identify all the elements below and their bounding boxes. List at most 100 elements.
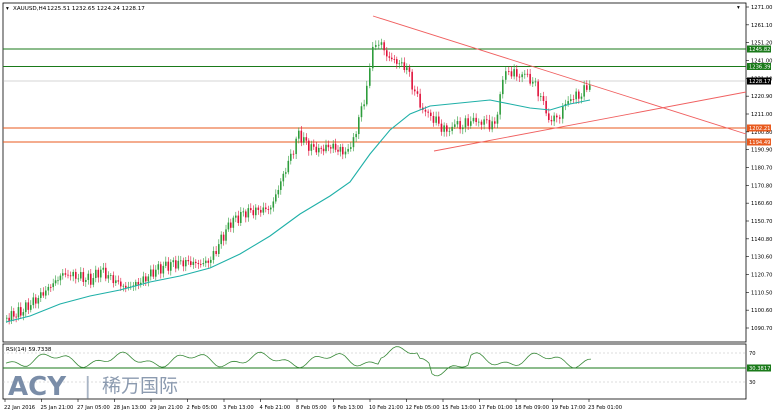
candle-body [235,215,237,218]
candle-body [550,119,553,122]
candle-body [572,99,575,100]
candle-body [451,126,453,131]
candle-body [20,307,22,316]
candle-body [325,144,327,152]
tag-support-1: 1202.21 [749,126,770,132]
upper-trendline [372,15,747,135]
candle-body [337,149,339,152]
candle-body [30,305,32,310]
candle-body [360,106,363,118]
candle-body [67,274,69,276]
time-tick-label: 19 Feb 17:00 [552,405,586,411]
main-plot-area[interactable] [2,2,747,343]
time-tick-label: 15 Feb 13:00 [442,405,476,411]
candle-body [47,286,50,291]
candle-body [567,101,569,104]
candle-body [589,85,591,90]
candle-body [575,91,577,100]
time-tick-label: 4 Feb 21:00 [260,405,291,411]
candle-body [472,117,475,122]
lower-trendline [433,91,747,152]
candle-body [52,283,54,288]
candle-body [448,130,451,132]
candle-body [155,269,157,277]
tag-resistance-1-bg [747,45,771,53]
horizontal-levels[interactable] [3,48,746,143]
candle-body [187,260,190,262]
candle-body [438,116,440,124]
candle-body [388,56,391,58]
price-tick-label: 1200.80 [751,130,772,136]
candle-body [406,67,408,71]
candle-body [267,209,270,210]
candle-body [215,251,217,254]
time-tick-label: 8 Feb 05:00 [296,405,327,411]
candle-body [355,134,357,138]
candle-body [160,264,162,274]
candle-body [369,68,371,86]
candle-body [526,73,529,75]
close-icon[interactable]: ▾ [737,5,740,11]
candle-body [37,297,40,304]
time-tick-label: 10 Feb 21:00 [369,405,403,411]
candle-body [255,207,257,216]
candle-body [372,46,374,69]
price-tick-label: 1211.00 [751,112,772,118]
candle-body [222,234,225,241]
candle-body [140,282,142,285]
chart-header: ▾ XAUUSD,H4 1225.51 1232.65 1224.24 1228… [6,6,145,12]
rsi-title: RSI(14) 59.7338 [6,347,52,353]
candle-body [57,280,59,282]
candle-body [386,50,388,57]
symbol-label: XAUUSD,H4 [13,6,47,12]
candle-body [50,286,52,288]
candle-body [454,124,456,127]
menu-icon[interactable]: ▾ [6,6,9,12]
candle-body [562,106,564,119]
candle-body [245,211,247,218]
tag-resistance-2-bg [747,63,771,70]
price-tick-label: 1261.10 [751,23,772,29]
watermark-separator: | [84,374,91,399]
candle-body [125,285,127,288]
candle-body [300,130,303,143]
candle-body [92,278,95,285]
rsi-level-tag-bg [747,364,771,372]
candle-body [240,211,242,223]
candle-body [282,173,285,182]
candle-body [342,146,344,155]
candle-body [548,113,550,120]
price-tick-label: 1140.80 [751,237,772,243]
trend-lines[interactable] [372,15,747,152]
candle-body [22,312,25,316]
candle-body [480,121,483,125]
candle-body [270,207,272,210]
candle-body [110,275,112,276]
candle-body [210,259,212,263]
candle-body [440,123,443,132]
candle-body [272,201,275,208]
candle-body [347,148,349,152]
ohlc-label: 1225.51 1232.65 1224.24 1228.17 [47,6,145,12]
tag-current: 1228.17 [749,79,770,85]
candle-body [446,125,448,132]
candle-body [42,292,45,296]
candle-body [175,260,177,269]
candle-body [478,121,480,123]
price-tick-label: 1251.20 [751,41,772,47]
candlesticks [6,38,591,325]
candle-body [540,96,542,97]
candle-body [496,114,499,124]
price-tick-label: 1241.00 [751,59,772,65]
candle-body [578,91,580,99]
candle-body [456,121,459,125]
candle-body [227,222,230,230]
candle-body [424,109,427,112]
rsi-tick-30: 30 [749,380,756,386]
candle-body [363,104,365,107]
candle-body [378,44,380,46]
candle-body [27,302,30,310]
candle-body [167,261,170,271]
